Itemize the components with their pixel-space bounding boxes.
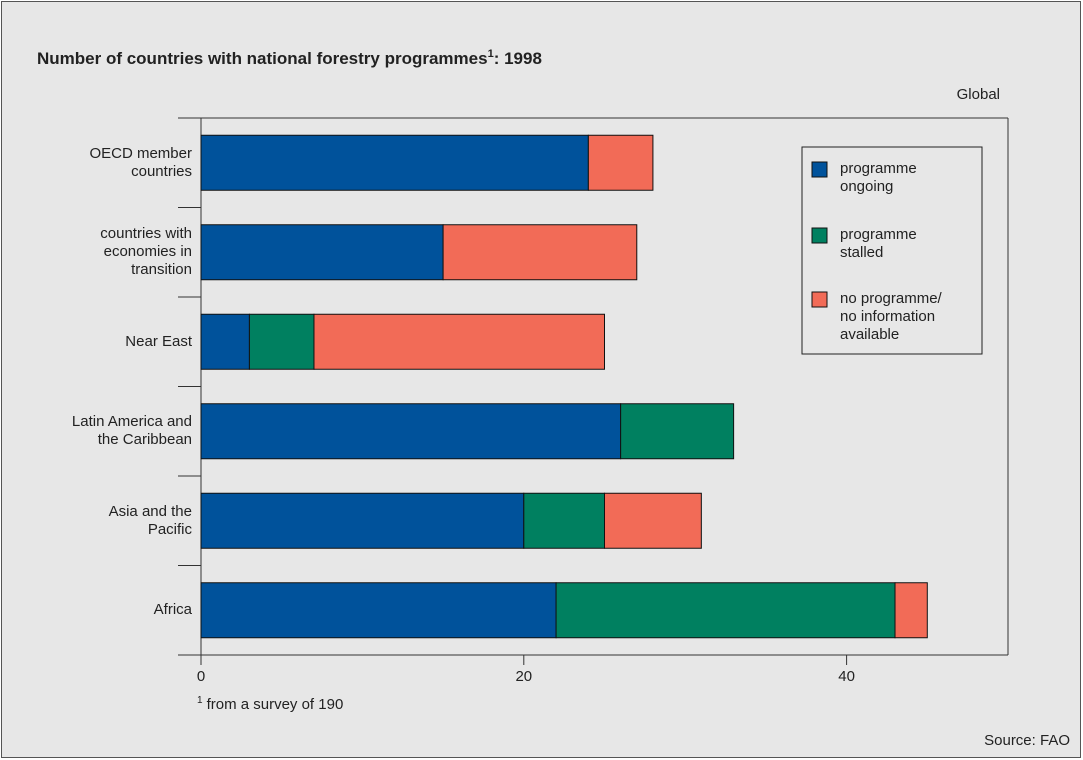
bar-segment bbox=[523, 492, 605, 549]
bar-segment bbox=[620, 403, 735, 460]
bar-segment bbox=[587, 134, 654, 191]
title-main: Number of countries with national forest… bbox=[37, 49, 488, 68]
bar-segment bbox=[248, 313, 315, 370]
legend-swatch bbox=[811, 227, 828, 244]
footnote-mark: 1 bbox=[197, 695, 203, 706]
scope-label: Global bbox=[957, 86, 1000, 103]
bar-segment bbox=[200, 313, 250, 370]
title-note: 1 bbox=[488, 48, 494, 60]
bar-segment bbox=[200, 403, 622, 460]
bar-segment bbox=[200, 134, 589, 191]
footnote-text: from a survey of 190 bbox=[207, 696, 344, 713]
x-tick-label: 0 bbox=[197, 668, 205, 685]
bar-segment bbox=[200, 582, 557, 639]
bar-segment bbox=[894, 582, 928, 639]
y-tick-label: Africa bbox=[153, 601, 192, 619]
bar-segment bbox=[200, 492, 525, 549]
x-tick-label: 20 bbox=[515, 668, 532, 685]
title-suffix: : 1998 bbox=[494, 49, 542, 68]
legend-box bbox=[801, 146, 983, 355]
bar-segment bbox=[604, 492, 702, 549]
y-tick-label: OECD member countries bbox=[89, 144, 192, 180]
y-tick-label: Near East bbox=[125, 332, 192, 350]
bar-segment bbox=[555, 582, 896, 639]
legend-label: programme ongoing bbox=[840, 160, 917, 195]
y-tick-label: Latin America and the Caribbean bbox=[71, 413, 192, 449]
footnote: 1 from a survey of 190 bbox=[197, 695, 343, 713]
x-tick-label: 40 bbox=[838, 668, 855, 685]
chart-title: Number of countries with national forest… bbox=[37, 48, 542, 69]
source: Source: FAO bbox=[984, 732, 1070, 749]
legend-swatch bbox=[811, 291, 828, 308]
y-tick-label: countries with economies in transition bbox=[100, 225, 192, 279]
legend-label: programme stalled bbox=[840, 226, 917, 261]
bar-segment bbox=[200, 224, 444, 281]
bar-segment bbox=[313, 313, 605, 370]
legend-label: no programme/ no information available bbox=[840, 290, 942, 343]
y-tick-label: Asia and the Pacific bbox=[108, 502, 192, 538]
legend-swatch bbox=[811, 161, 828, 178]
bar-segment bbox=[442, 224, 638, 281]
